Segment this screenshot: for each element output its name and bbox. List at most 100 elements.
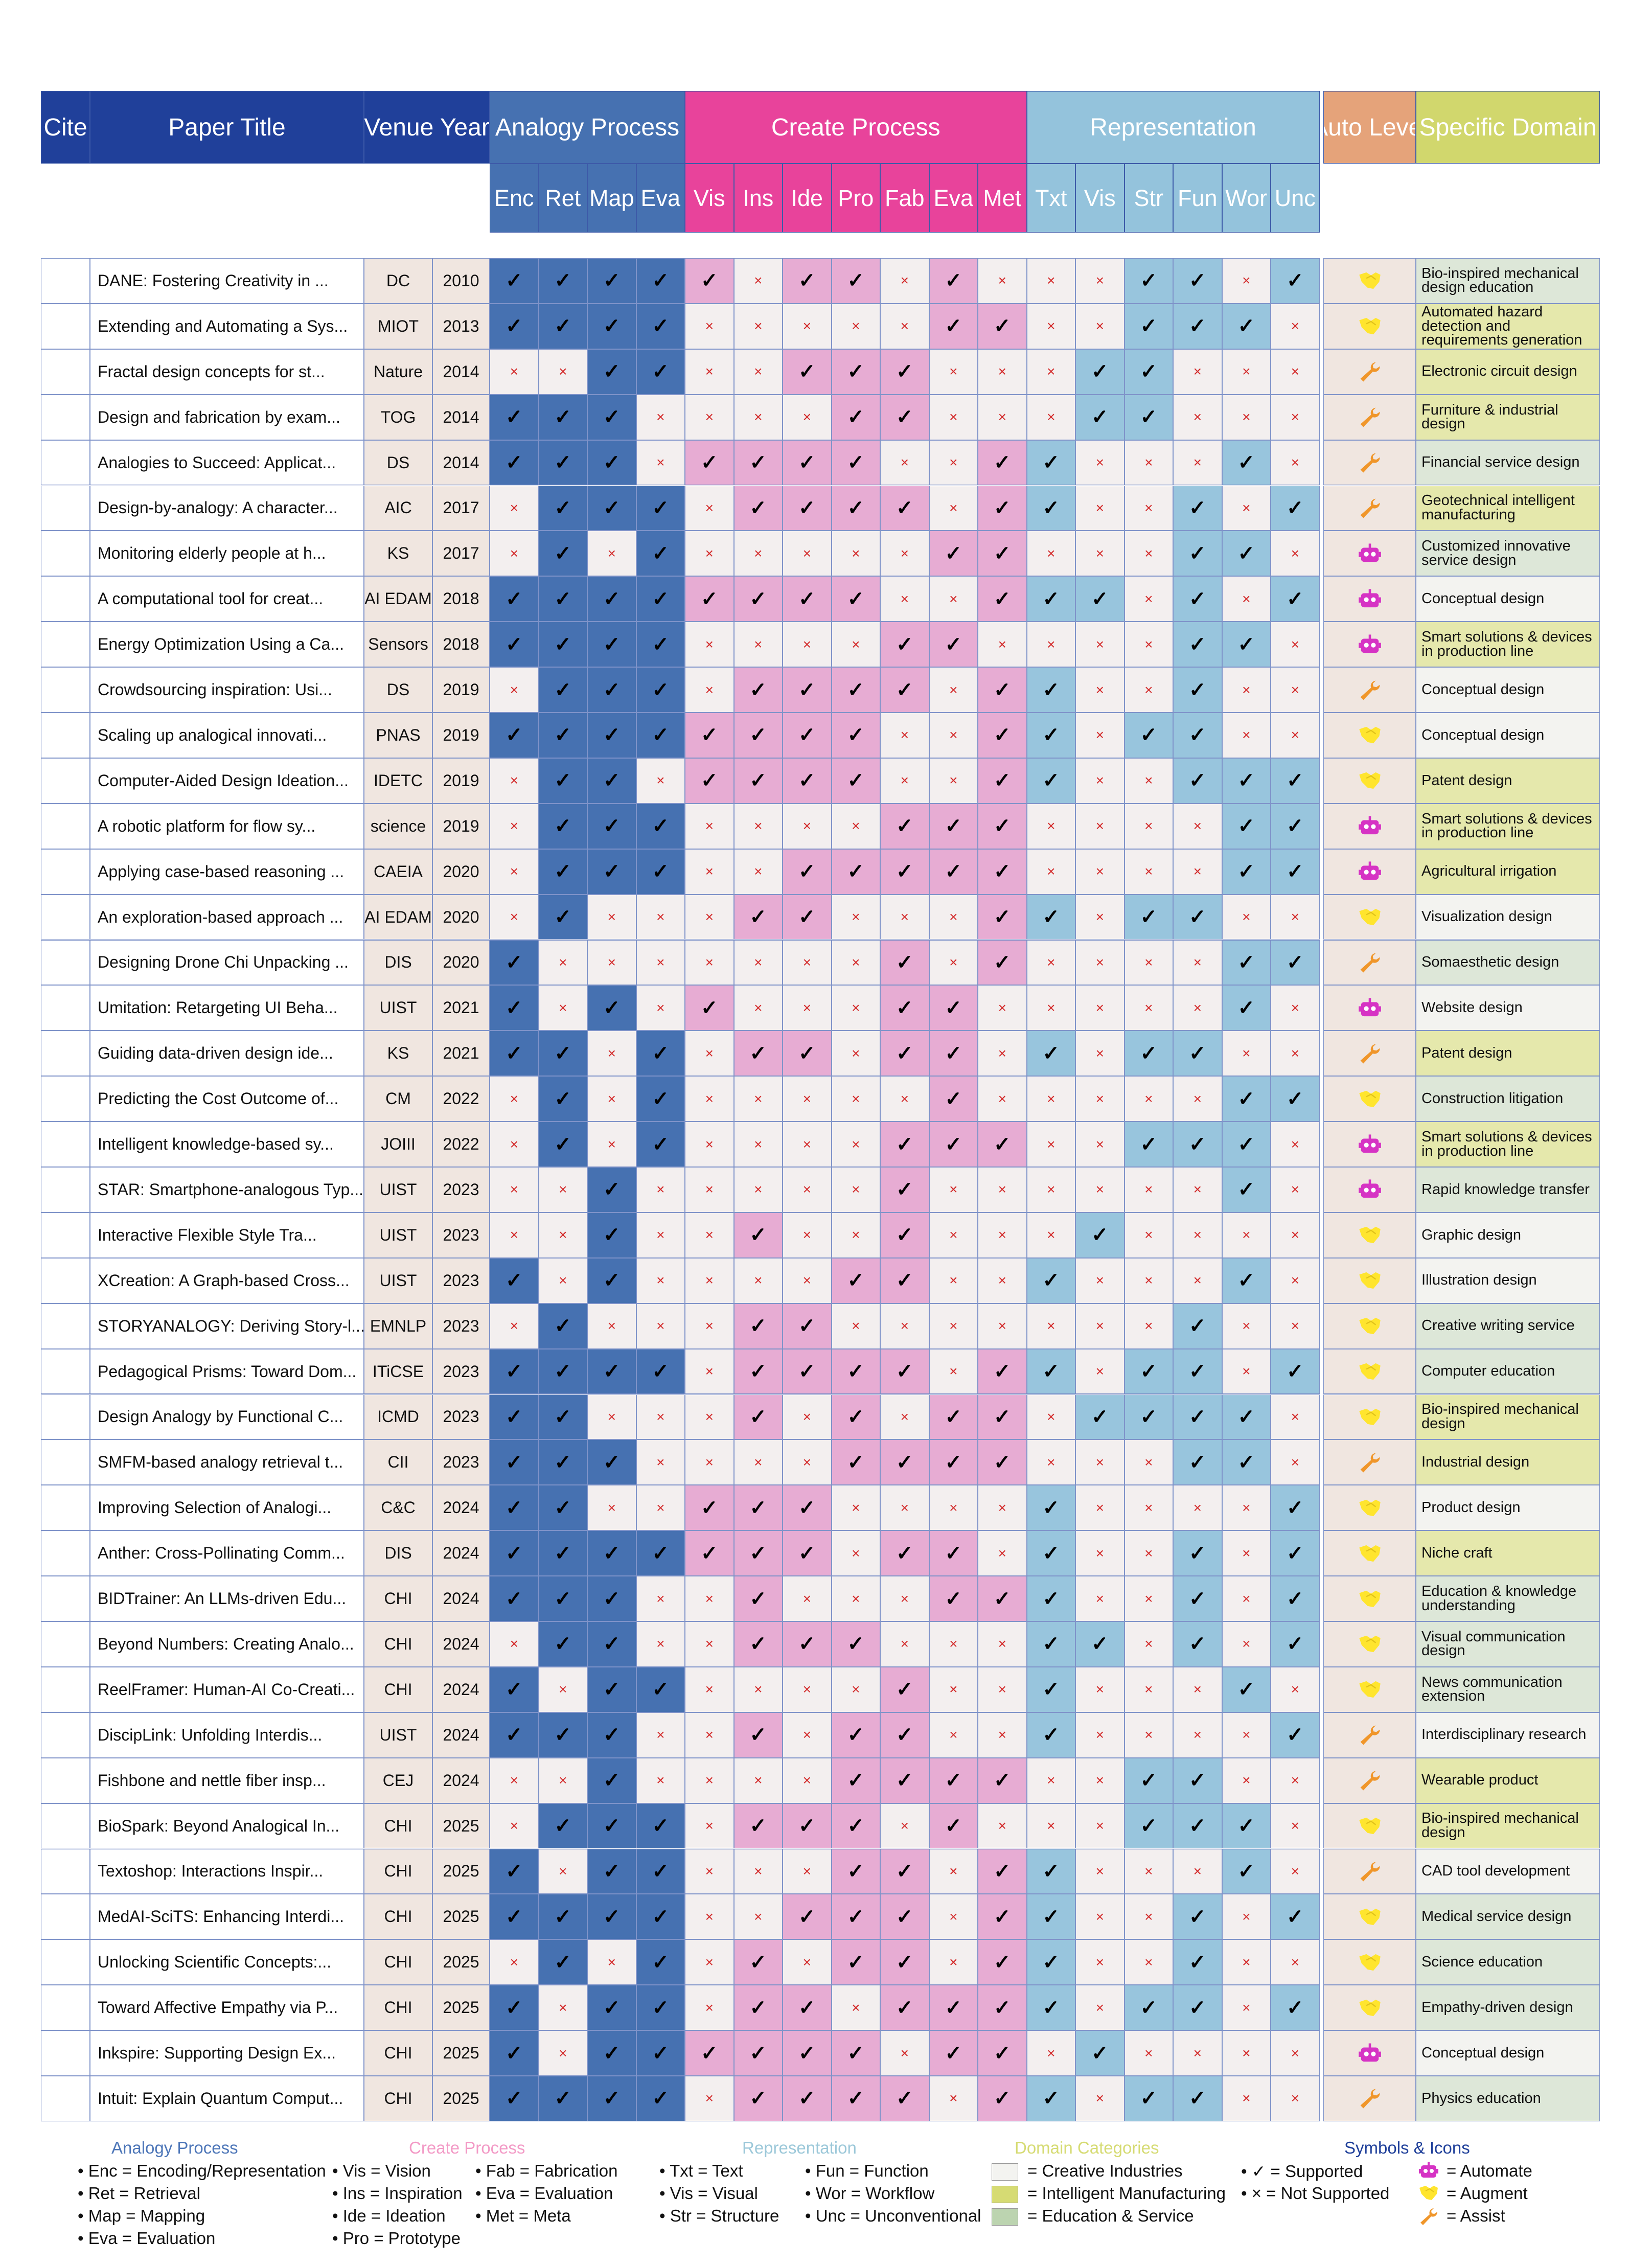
not-supported-mark: ×: [1026, 849, 1075, 895]
supported-mark: ✓: [1271, 576, 1320, 622]
not-supported-mark: ×: [490, 849, 539, 895]
robot-icon: [1358, 861, 1381, 880]
supported-mark: ✓: [636, 1076, 685, 1122]
supported-mark: ✓: [733, 713, 783, 758]
paper-title: Pedagogical Prisms: Toward Dom...: [90, 1348, 364, 1394]
supported-mark: ✓: [831, 1439, 880, 1485]
supported-mark: ✓: [1026, 894, 1075, 940]
not-supported-mark: ×: [733, 1439, 783, 1485]
not-supported-mark: ×: [831, 1985, 880, 2031]
robot-icon: [1358, 589, 1381, 607]
not-supported-mark: ×: [1271, 1803, 1320, 1849]
auto-level-cell: [1323, 485, 1416, 531]
supported-mark: ✓: [538, 758, 587, 804]
legend-item: = Intelligent Manufacturing: [1027, 2184, 1226, 2203]
not-supported-mark: ×: [733, 303, 783, 349]
supported-mark: ✓: [929, 1076, 978, 1122]
domain-cell: Customized innovative service design: [1416, 531, 1600, 577]
auto-level-cell: [1323, 1257, 1416, 1303]
not-supported-mark: ×: [1075, 758, 1125, 804]
supported-mark: ✓: [1173, 1803, 1222, 1849]
paper-title: Analogies to Succeed: Applicat...: [90, 440, 364, 486]
domain-cell: Wearable product: [1416, 1757, 1600, 1803]
venue: KS: [364, 531, 432, 577]
wrench-icon: [1360, 1044, 1380, 1064]
not-supported-mark: ×: [1026, 258, 1075, 304]
venue: CHI: [364, 2076, 432, 2121]
supported-mark: ✓: [880, 667, 929, 713]
handshake-icon: [1359, 1681, 1381, 1698]
not-supported-mark: ×: [538, 349, 587, 395]
supported-mark: ✓: [587, 667, 636, 713]
legend-item: = Education & Service: [1027, 2206, 1194, 2225]
supported-mark: ✓: [880, 1439, 929, 1485]
robot-icon: [1358, 543, 1381, 562]
supported-mark: ✓: [1271, 1485, 1320, 1531]
cite-cell: [41, 667, 90, 713]
not-supported-mark: ×: [587, 1394, 636, 1440]
not-supported-mark: ×: [1222, 713, 1271, 758]
handshake-icon: [1359, 1999, 1381, 2016]
year: 2022: [432, 1122, 490, 1167]
not-supported-mark: ×: [685, 1666, 734, 1712]
legend-item: • Eva = Evaluation: [475, 2184, 613, 2203]
not-supported-mark: ×: [685, 1848, 734, 1894]
not-supported-mark: ×: [733, 349, 783, 395]
paper-title: Scaling up analogical innovati...: [90, 713, 364, 758]
auto-level-cell: [1323, 1167, 1416, 1212]
supported-mark: ✓: [880, 1031, 929, 1077]
subheader-ide: Ide: [783, 164, 832, 233]
supported-mark: ✓: [831, 1894, 880, 1940]
supported-mark: ✓: [1026, 576, 1075, 622]
not-supported-mark: ×: [831, 1576, 880, 1621]
year: 2018: [432, 576, 490, 622]
auto-level-cell: [1323, 1803, 1416, 1849]
cite-cell: [41, 485, 90, 531]
not-supported-mark: ×: [978, 394, 1027, 440]
not-supported-mark: ×: [1075, 303, 1125, 349]
venue: CII: [364, 1439, 432, 1485]
not-supported-mark: ×: [1075, 1576, 1125, 1621]
venue: DIS: [364, 940, 432, 986]
supported-mark: ✓: [538, 1894, 587, 1940]
not-supported-mark: ×: [1124, 1303, 1173, 1349]
supported-mark: ✓: [880, 803, 929, 849]
domain-cell: Smart solutions & devices in production …: [1416, 1122, 1600, 1167]
not-supported-mark: ×: [1124, 531, 1173, 577]
domain-cell: Conceptual design: [1416, 2030, 1600, 2076]
not-supported-mark: ×: [490, 1757, 539, 1803]
not-supported-mark: ×: [978, 1257, 1027, 1303]
not-supported-mark: ×: [880, 1303, 929, 1349]
supported-mark: ✓: [587, 1439, 636, 1485]
domain-cell: Somaesthetic design: [1416, 940, 1600, 986]
not-supported-mark: ×: [685, 1894, 734, 1940]
subheader-ins: Ins: [733, 164, 783, 233]
supported-mark: ✓: [733, 2076, 783, 2121]
supported-mark: ✓: [587, 713, 636, 758]
supported-mark: ✓: [587, 1212, 636, 1258]
not-supported-mark: ×: [685, 1257, 734, 1303]
paper-title: STAR: Smartphone-analogous Typ...: [90, 1167, 364, 1212]
supported-mark: ✓: [831, 1939, 880, 1985]
supported-mark: ✓: [1173, 303, 1222, 349]
subheader-fun: Fun: [1173, 164, 1222, 233]
supported-mark: ✓: [978, 1122, 1027, 1167]
supported-mark: ✓: [587, 1848, 636, 1894]
supported-mark: ✓: [831, 1803, 880, 1849]
supported-mark: ✓: [880, 1985, 929, 2031]
not-supported-mark: ×: [880, 1394, 929, 1440]
domain-cell: Website design: [1416, 985, 1600, 1031]
not-supported-mark: ×: [685, 1803, 734, 1849]
supported-mark: ✓: [978, 1576, 1027, 1621]
not-supported-mark: ×: [490, 1803, 539, 1849]
not-supported-mark: ×: [1026, 1303, 1075, 1349]
subheader-str: Str: [1124, 164, 1173, 233]
not-supported-mark: ×: [1271, 2076, 1320, 2121]
year: 2025: [432, 1939, 490, 1985]
not-supported-mark: ×: [783, 1076, 832, 1122]
not-supported-mark: ×: [1222, 667, 1271, 713]
cite-cell: [41, 1167, 90, 1212]
not-supported-mark: ×: [880, 894, 929, 940]
supported-mark: ✓: [636, 1894, 685, 1940]
supported-mark: ✓: [1271, 849, 1320, 895]
